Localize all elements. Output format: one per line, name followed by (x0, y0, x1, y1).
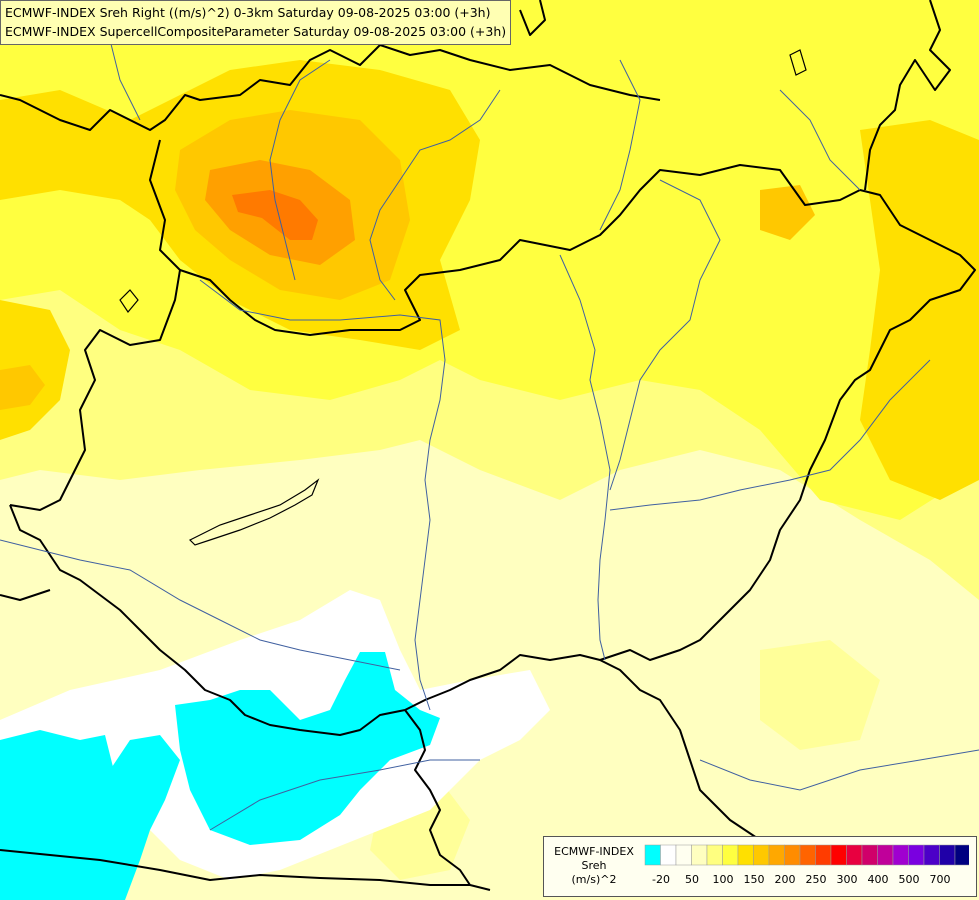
legend-swatch (753, 844, 770, 866)
lake-balaton (188, 478, 320, 546)
legend-swatch (706, 844, 723, 866)
legend-swatch (768, 844, 785, 866)
field-light-se (760, 640, 880, 750)
legend-swatch (784, 844, 801, 866)
legend-swatch (877, 844, 894, 866)
legend-title: ECMWF-INDEX Sreh (m/s)^2 (548, 845, 640, 887)
legend-tick-label: 250 (806, 873, 827, 886)
title-line-1: ECMWF-INDEX Sreh Right ((m/s)^2) 0-3km S… (5, 5, 491, 20)
legend-swatch (722, 844, 739, 866)
legend-swatch (644, 844, 661, 866)
legend-swatch (846, 844, 863, 866)
legend-swatch (954, 844, 969, 866)
legend-tick-label: 400 (868, 873, 889, 886)
color-legend: ECMWF-INDEX Sreh (m/s)^2 -20 50 100 150 200 2… (543, 836, 977, 897)
legend-swatch (815, 844, 832, 866)
legend-swatch (675, 844, 692, 866)
legend-tick-label: 700 (930, 873, 951, 886)
field-cyan-sw (0, 730, 180, 900)
legend-swatch (923, 844, 940, 866)
legend-title-line-3: (m/s)^2 (571, 873, 617, 886)
legend-swatch (660, 844, 677, 866)
field-cyan-south (175, 652, 440, 845)
legend-tick-label: 150 (744, 873, 765, 886)
legend-title-line-2: Sreh (581, 859, 607, 872)
legend-swatch (908, 844, 925, 866)
legend-swatch (691, 844, 708, 866)
legend-swatch (861, 844, 878, 866)
legend-swatch (830, 844, 847, 866)
legend-tick-label: 50 (685, 873, 699, 886)
legend-swatch (892, 844, 909, 866)
legend-color-scale: -20 50 100 150 200 250 300 400 500 700 (644, 844, 969, 886)
rivers (0, 19, 979, 831)
legend-tick-label: 200 (775, 873, 796, 886)
legend-swatch (939, 844, 956, 866)
legend-title-line-1: ECMWF-INDEX (554, 845, 634, 858)
map-title-box: ECMWF-INDEX Sreh Right ((m/s)^2) 0-3km S… (0, 0, 512, 45)
legend-tick-label: 300 (837, 873, 858, 886)
legend-swatch (799, 844, 816, 866)
title-line-2: ECMWF-INDEX SupercellCompositeParameter … (5, 24, 507, 39)
field-amber-west (0, 365, 45, 410)
legend-tick-label: -20 (652, 873, 670, 886)
lake-small-2 (119, 289, 139, 314)
lake-small (789, 49, 807, 76)
legend-tick-label: 100 (713, 873, 734, 886)
legend-tick-label: 500 (899, 873, 920, 886)
legend-swatch (737, 844, 754, 866)
field-deep-orange (232, 190, 318, 240)
